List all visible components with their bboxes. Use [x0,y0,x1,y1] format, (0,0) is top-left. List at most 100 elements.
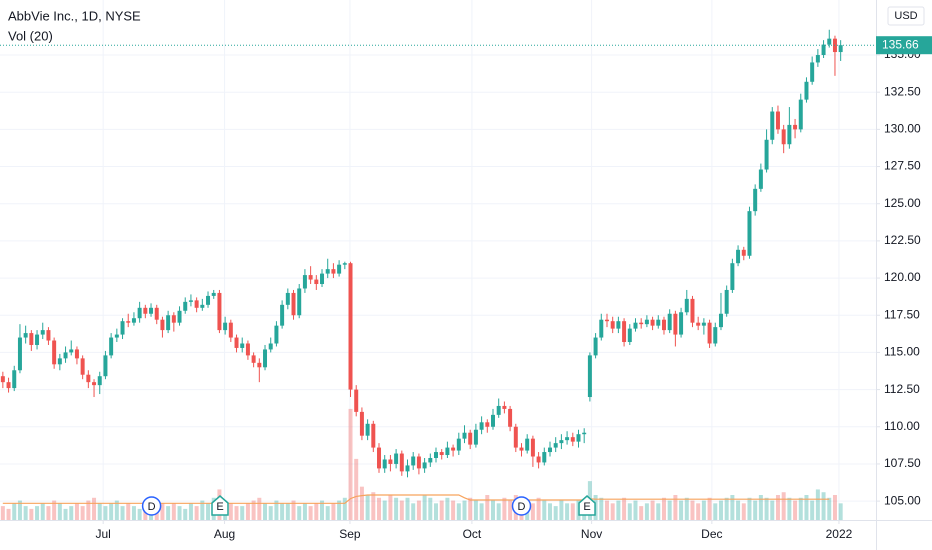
candle-body [736,249,741,264]
candle-body [228,322,233,338]
volume-bar [508,500,513,520]
candle-body [354,389,359,412]
candle-body [263,349,268,368]
x-tick-label: Dec [701,527,722,541]
candle-body [217,292,222,331]
candle-body [137,307,142,319]
last-price-box [876,36,932,55]
event-label: E [583,501,590,513]
volume-bar [673,495,678,520]
candle-body [188,300,193,302]
candle-body [434,452,438,458]
candle-body [656,319,661,326]
candle-body [673,313,678,335]
volume-bar [234,506,239,520]
candle-body [491,414,495,427]
candle-body [667,313,672,331]
candle-body [690,298,695,323]
candle-body [473,429,478,445]
volume-bar [730,495,735,520]
candle-body [798,99,803,130]
volume-bar [781,492,786,520]
y-tick-label: 115.00 [884,345,920,359]
candle-body [52,340,57,365]
volume-bar [359,486,364,520]
candle-body [17,337,22,371]
candle-body [815,55,820,63]
dividend-marker[interactable] [511,496,532,516]
volume-bar [696,503,701,520]
volume-bar [713,503,718,520]
candle-body [781,129,786,145]
candle-body [696,322,701,326]
currency-box[interactable] [887,6,925,26]
volume-bar [439,500,444,520]
volume-bar [491,500,495,520]
volume-bar [741,503,746,520]
volume-bar [815,489,820,520]
volume-bar [650,500,655,520]
volume-bar [775,495,780,520]
volume-bar [622,497,627,520]
y-tick-label: 127.50 [884,159,921,173]
candle-body [793,124,798,130]
candle-body [650,319,655,326]
candle-body [280,304,285,326]
candle-body [251,355,256,363]
volume-bar [291,500,296,520]
earnings-marker[interactable] [211,495,229,516]
candle-body [388,459,393,464]
volume-bar [320,500,325,520]
volume-bar [405,497,410,520]
candle-body [240,343,245,348]
candle-body [713,327,718,344]
y-tick-label: 107.50 [884,456,921,470]
candle-body [616,321,621,329]
volume-bar [832,495,837,520]
earnings-marker[interactable] [578,495,596,516]
candle-body [627,328,632,343]
candle-body [485,422,490,427]
y-tick-label: 122.50 [884,233,921,247]
volume-bar [371,492,376,520]
volume-bar [810,500,815,520]
volume-bar [331,503,336,520]
volume-bar [166,506,171,520]
volume-bar [479,503,484,520]
candle-body [622,321,627,343]
volume-bar [0,506,5,520]
candle-body [758,169,763,189]
candle-body [171,315,176,323]
volume-bar [183,508,188,520]
volume-bar [52,500,57,520]
candle-body [724,289,729,314]
volume-bar [793,500,798,520]
candle-body [661,319,666,331]
candle-body [502,405,507,409]
volume-bar [604,500,609,520]
volume-bar [57,503,62,520]
candle-body [394,453,399,464]
candle-body [149,307,154,314]
candle-body [644,319,649,325]
candle-body [223,322,228,331]
candle-body [314,279,319,285]
volume-bar [724,497,729,520]
volume-bar [377,497,382,520]
volume-bar [553,506,558,520]
event-label: E [216,501,223,513]
candle-body [718,313,723,328]
candle-body [530,438,535,457]
candle-body [821,44,826,56]
dividend-marker[interactable] [141,496,162,516]
candle-body [211,292,216,296]
volume-bar [456,503,461,520]
volume-bar [758,495,763,520]
volume-bar [468,497,473,520]
volume-bar [684,497,689,520]
volume-bar [434,503,438,520]
event-label: D [148,501,156,513]
x-tick-label: Nov [581,527,602,541]
volume-bar [764,497,769,520]
volume-bar [530,503,535,520]
